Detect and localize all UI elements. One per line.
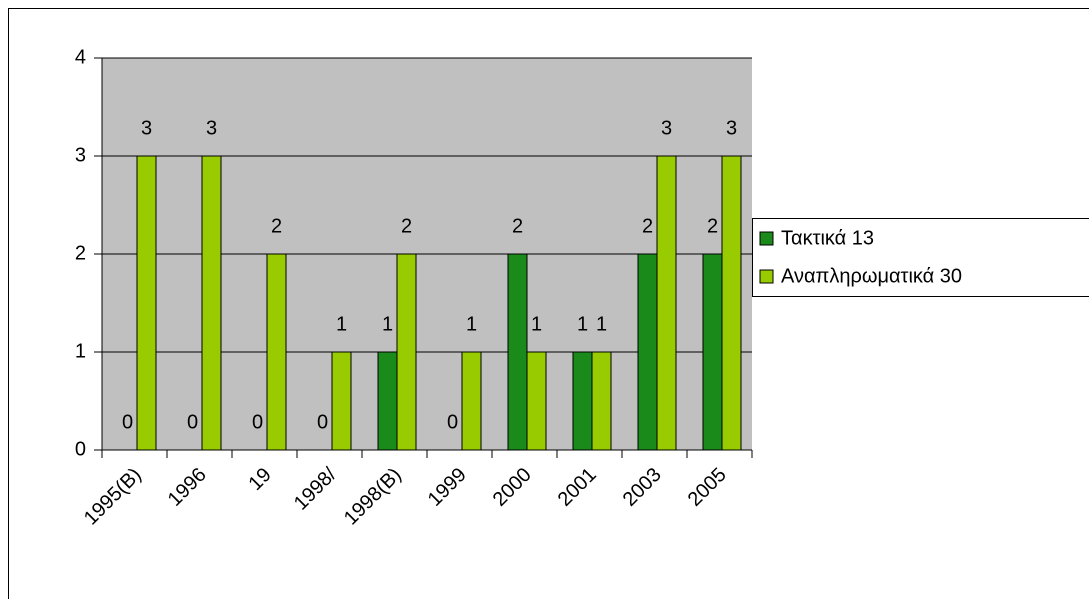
legend-swatch — [759, 231, 774, 246]
bar — [572, 351, 593, 451]
data-label: 3 — [661, 117, 672, 139]
bar — [136, 155, 157, 451]
bar — [201, 155, 222, 451]
legend-swatch — [759, 269, 774, 284]
y-tick-label: 3 — [75, 144, 86, 166]
bar — [526, 351, 547, 451]
legend-box — [752, 218, 1089, 297]
y-tick-label: 4 — [75, 46, 86, 68]
data-label: 0 — [447, 411, 458, 433]
data-label: 2 — [401, 215, 412, 237]
data-label: 2 — [512, 215, 523, 237]
data-label: 2 — [271, 215, 282, 237]
bar — [637, 253, 658, 451]
data-label: 2 — [642, 215, 653, 237]
data-label: 3 — [206, 117, 217, 139]
data-label: 1 — [596, 313, 607, 335]
data-label: 0 — [252, 411, 263, 433]
y-tick-label: 0 — [75, 438, 86, 460]
legend-label: Αναπληρωματικά 30 — [781, 265, 962, 287]
y-tick-label: 1 — [75, 340, 86, 362]
data-label: 1 — [531, 313, 542, 335]
bar — [461, 351, 482, 451]
bar — [656, 155, 677, 451]
bar — [721, 155, 742, 451]
bar — [396, 253, 417, 451]
bar — [507, 253, 528, 451]
bar — [377, 351, 398, 451]
data-label: 0 — [187, 411, 198, 433]
legend-label: Τακτικά 13 — [781, 227, 874, 249]
bar — [591, 351, 612, 451]
bar — [331, 351, 352, 451]
data-label: 1 — [382, 313, 393, 335]
data-label: 1 — [577, 313, 588, 335]
data-label: 0 — [317, 411, 328, 433]
data-label: 1 — [466, 313, 477, 335]
bar — [266, 253, 287, 451]
data-label: 1 — [336, 313, 347, 335]
bar — [702, 253, 723, 451]
data-label: 0 — [122, 411, 133, 433]
y-tick-label: 2 — [75, 242, 86, 264]
data-label: 3 — [726, 117, 737, 139]
data-label: 3 — [141, 117, 152, 139]
data-label: 2 — [707, 215, 718, 237]
